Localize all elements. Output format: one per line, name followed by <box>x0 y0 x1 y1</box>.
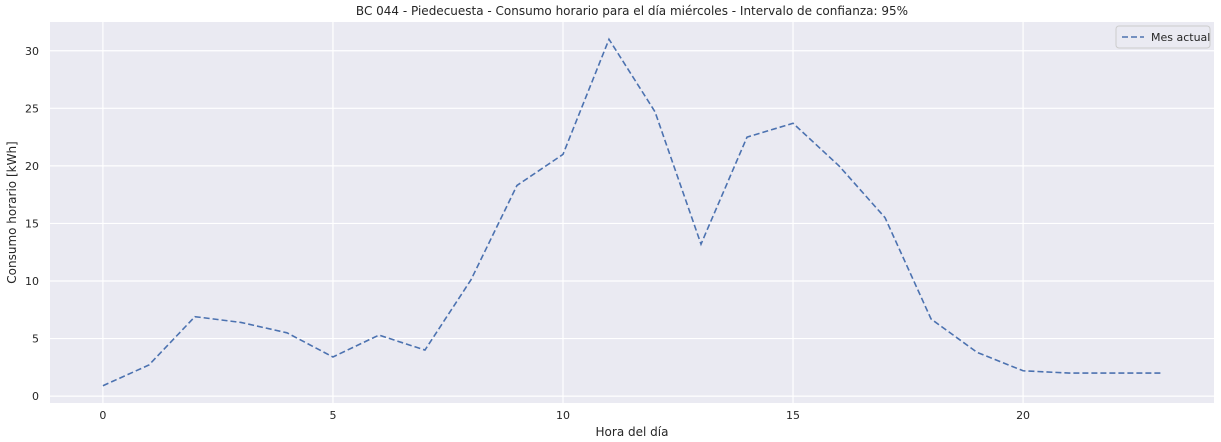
chart-title: BC 044 - Piedecuesta - Consumo horario p… <box>356 4 908 18</box>
legend: Mes actual <box>1115 25 1211 49</box>
y-axis-label: Consumo horario [kWh] <box>5 141 19 283</box>
y-tick-label: 10 <box>25 275 39 288</box>
y-tick-label: 20 <box>25 160 39 173</box>
x-axis-ticks: 0 5 10 15 20 <box>99 409 1030 422</box>
y-tick-label: 30 <box>25 45 39 58</box>
plot-area <box>50 22 1214 403</box>
x-tick-label: 0 <box>99 409 106 422</box>
x-tick-label: 20 <box>1016 409 1030 422</box>
grid-lines <box>50 22 1214 403</box>
legend-box <box>1115 25 1211 49</box>
y-axis-ticks: 0 5 10 15 20 25 30 <box>25 45 39 403</box>
y-tick-label: 0 <box>32 390 39 403</box>
y-tick-label: 15 <box>25 217 39 230</box>
x-tick-label: 15 <box>786 409 800 422</box>
y-tick-label: 25 <box>25 102 39 115</box>
y-tick-label: 5 <box>32 333 39 346</box>
legend-label-mes-actual: Mes actual <box>1151 31 1210 44</box>
series-layer <box>102 37 1162 387</box>
x-tick-label: 10 <box>556 409 570 422</box>
series-line-0 <box>102 37 1162 387</box>
x-tick-label: 5 <box>329 409 336 422</box>
x-axis-label: Hora del día <box>596 425 669 439</box>
